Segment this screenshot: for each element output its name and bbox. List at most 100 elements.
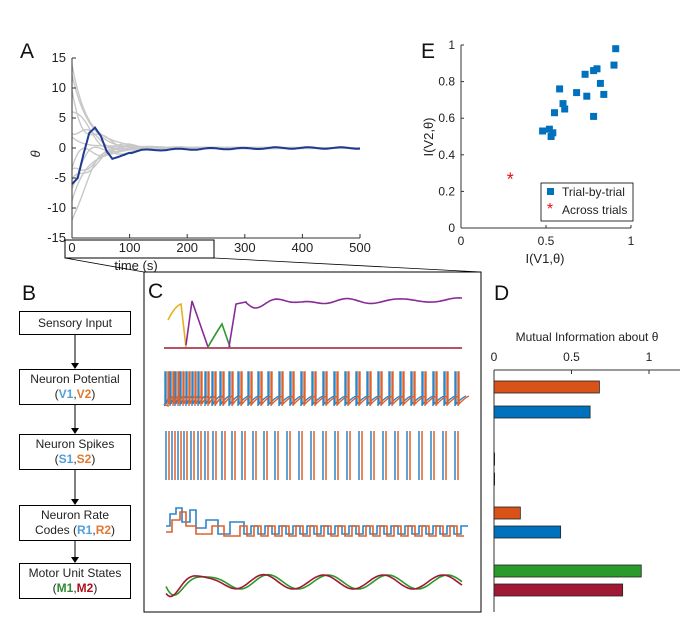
a-x-tick-label: 300 [234,240,256,255]
paren-close: ) [111,523,116,537]
a-x-tick-label: 0 [68,240,75,255]
var-v2: V2 [76,387,92,401]
panel-letter-a: A [20,40,35,63]
c-rate-r2 [166,511,464,537]
scatter-point-trial [610,61,618,69]
c-potential-v2 [163,371,470,408]
flow-box-neuron-spikes-label: Neuron Spikes [35,437,115,451]
e-y-tick-label: 0.4 [438,148,455,162]
scatter-point-trial [573,89,581,97]
c-input-bump-purple [185,300,209,348]
var-s2: S2 [76,452,92,466]
e-legend-box [540,182,634,222]
a-y-tick-label: 10 [52,80,66,95]
bar-S1 [493,472,496,486]
a-x-tick-label: 200 [176,240,198,255]
panel-letter-d: D [494,282,510,305]
scatter-point-trial [549,129,557,137]
e-y-tick-label: 1 [448,38,455,52]
var-v1: V1 [58,387,74,401]
a-x-tick-label: 500 [349,240,371,255]
e-legend-label-across: Across trials [562,203,627,217]
flow-box-sensory-input-label: Sensory Input [37,315,113,330]
paren-open: ( [52,581,57,595]
flow-arrow-head [71,499,79,505]
var-s1: S1 [58,452,74,466]
scatter-point-trial [581,70,589,78]
flow-arrow-head [71,363,79,369]
var-r1: R1 [77,523,93,537]
panel-letter-e: E [421,40,436,63]
c-motor-m1 [165,573,463,597]
comma: , [73,581,77,595]
gray-trial-line [71,74,361,150]
scatter-point-trial [545,125,553,133]
bar-M2 [493,583,624,597]
codes-prefix: Codes ( [34,523,77,537]
var-m1: M1 [56,581,74,595]
gray-trial-line [71,64,360,150]
var-r2: R2 [95,523,112,537]
bar-M1 [493,564,642,578]
scatter-point-trial [590,112,598,120]
a-y-tick-label: 15 [52,50,66,65]
flow-box-motor-unit-states-vars: (M1,M2) [53,581,98,596]
zoom-line-left [64,257,145,273]
a-y-tick-label: -15 [47,230,66,245]
scatter-point-trial [600,90,608,98]
d-x-tick-label: 1 [646,350,653,364]
d-x-tick-label: 0.5 [563,350,580,364]
a-y-tick-label: -5 [54,170,66,185]
d-title: Mutual Information about θ [516,330,659,344]
a-x-axis-label: time (s) [114,258,157,273]
comma: , [92,523,96,537]
a-y-tick-label: 0 [59,140,66,155]
d-x-tick-label: 0 [491,350,498,364]
paren-open: ( [54,452,59,466]
scatter-point-trial [539,127,547,135]
flow-box-motor-unit-states-label: Motor Unit States [28,566,122,580]
paren-close: ) [91,387,96,401]
c-purple-trace [228,297,463,348]
comma: , [73,387,77,401]
e-y-tick-label: 0.8 [438,75,455,89]
panel-letter-c: C [148,280,164,303]
c-motor-m2 [165,573,463,598]
zoom-connector [64,239,482,273]
bar-R1 [493,525,562,539]
bar-R2 [493,506,521,520]
e-x-axis-label: I(V1,θ) [525,251,564,266]
e-legend-marker-across: * [547,201,553,218]
scatter-point-trial [612,45,620,53]
c-input-bump-green [207,322,231,348]
zoom-window [64,239,215,259]
flow-box-sensory-input: Sensory Input [19,311,131,335]
panel-e-scatter: 0 0.2 0.4 0.6 0.8 1 0 0.5 1 I(V1,θ) I(V2,θ) * Trial-… [421,38,635,266]
flowchart-arrows [71,335,79,563]
e-legend-marker-trial [547,188,554,195]
scatter-point-trial [593,65,601,73]
flow-box-neuron-potential-label: Neuron Potential [30,372,120,386]
flow-box-neuron-potential-vars: (V1,V2) [55,387,96,402]
scatter-point-trial [556,85,564,93]
bar-V1 [493,405,591,419]
flow-box-neuron-spikes-vars: (S1,S2) [55,452,96,467]
panel-letter-b: B [22,282,37,305]
var-m2: M2 [76,581,94,595]
a-x-tick-label: 100 [119,240,141,255]
scatter-point-trial [583,92,591,100]
a-y-axis-label: θ [28,150,43,157]
flow-box-neuron-potential: Neuron Potential (V1,V2) [19,369,131,405]
flow-arrow-head [71,428,79,434]
gray-trial-line [71,146,360,201]
bar-S2 [493,452,496,466]
flow-box-neuron-spikes: Neuron Spikes (S1,S2) [19,434,131,470]
e-x-tick-label: 1 [628,234,635,248]
scatter-point-trial [561,105,569,113]
a-y-tick-label: 5 [59,110,66,125]
e-x-tick-label: 0 [458,234,465,248]
flow-arrow-head [71,557,79,563]
scatter-point-trial [559,100,567,108]
scatter-point-trial [547,133,555,140]
a-y-tick-label: -10 [47,200,66,215]
